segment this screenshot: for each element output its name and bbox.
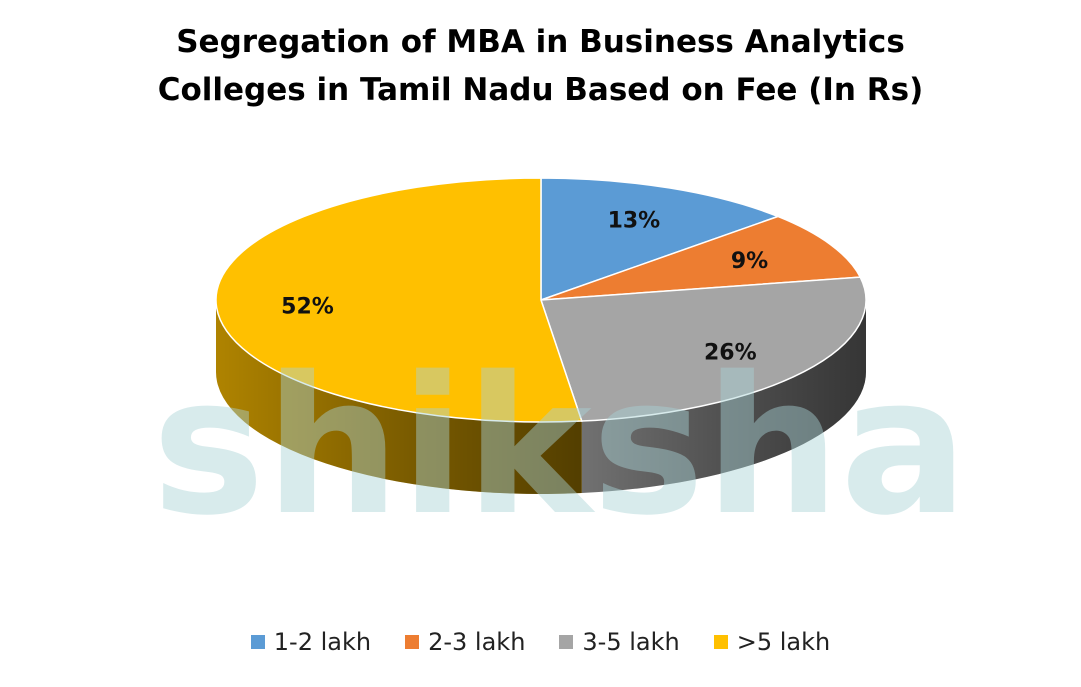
data-label: 13% [608,208,661,233]
data-label: 9% [731,249,768,274]
chart-title-line-2: Colleges in Tamil Nadu Based on Fee (In … [157,72,924,108]
legend-item: >5 lakh [713,628,831,656]
pie-side-shade [216,300,582,494]
legend-label: 3-5 lakh [582,628,680,656]
chart-title-line-1: Segregation of MBA in Business Analytics [176,24,905,60]
watermark-text: shiksha [152,336,968,557]
pie-slice-1-2-lakh [540,177,781,302]
pie-slice-5-lakh [215,177,583,423]
legend-item: 2-3 lakh [405,628,525,656]
legend-item: 1-2 lakh [250,628,372,656]
legend-label: 1-2 lakh [273,628,372,656]
data-label: 52% [281,295,334,320]
pie-label-layer: 13% 9% 26% 52% [281,208,768,365]
legend-swatch [713,635,728,649]
data-label: 26% [704,341,757,366]
pie-top-layer [215,177,867,423]
watermark: shiksha [152,336,968,557]
legend-swatch [559,635,574,649]
legend-label: 2-3 lakh [428,628,526,656]
pie-side-shade [581,300,866,494]
pie-slice-2-3-lakh [540,215,862,301]
legend: 1-2 lakh 2-3 lakh 3-5 lakh >5 lakh [0,628,1081,656]
legend-item: 3-5 lakh [559,628,680,656]
legend-label: >5 lakh [736,628,831,656]
legend-swatch [405,635,420,649]
pie-slice-3-5-lakh [539,276,867,422]
pie-side-layer [216,300,866,494]
legend-swatch [250,635,265,649]
chart-title: Segregation of MBA in Business Analytics… [0,18,1081,114]
